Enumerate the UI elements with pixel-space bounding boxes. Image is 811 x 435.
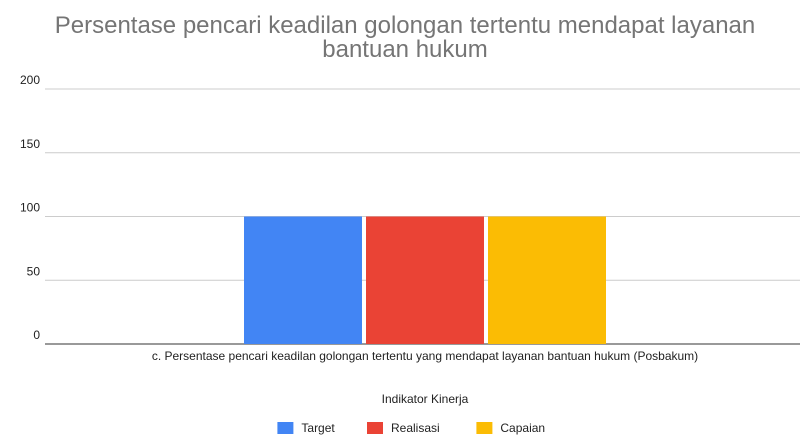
y-tick-label: 0 — [33, 328, 40, 342]
legend-swatch — [367, 422, 383, 434]
legend-swatch — [476, 422, 493, 434]
legend-label: Realisasi — [391, 421, 440, 435]
bar — [488, 216, 606, 344]
bar — [366, 216, 484, 344]
legend-label: Target — [301, 421, 335, 435]
x-axis-title: Indikator Kinerja — [382, 392, 469, 406]
legend-label: Capaian — [500, 421, 545, 435]
y-tick-label: 100 — [20, 201, 40, 215]
y-tick-label: 50 — [27, 264, 41, 278]
legend-swatch — [277, 422, 294, 434]
x-tick-label: c. Persentase pencari keadilan golongan … — [152, 349, 698, 363]
y-tick-label: 200 — [20, 73, 40, 87]
y-tick-label: 150 — [20, 137, 40, 151]
bar — [244, 216, 362, 344]
chart-title: Persentase pencari keadilan golongan ter… — [54, 12, 756, 63]
